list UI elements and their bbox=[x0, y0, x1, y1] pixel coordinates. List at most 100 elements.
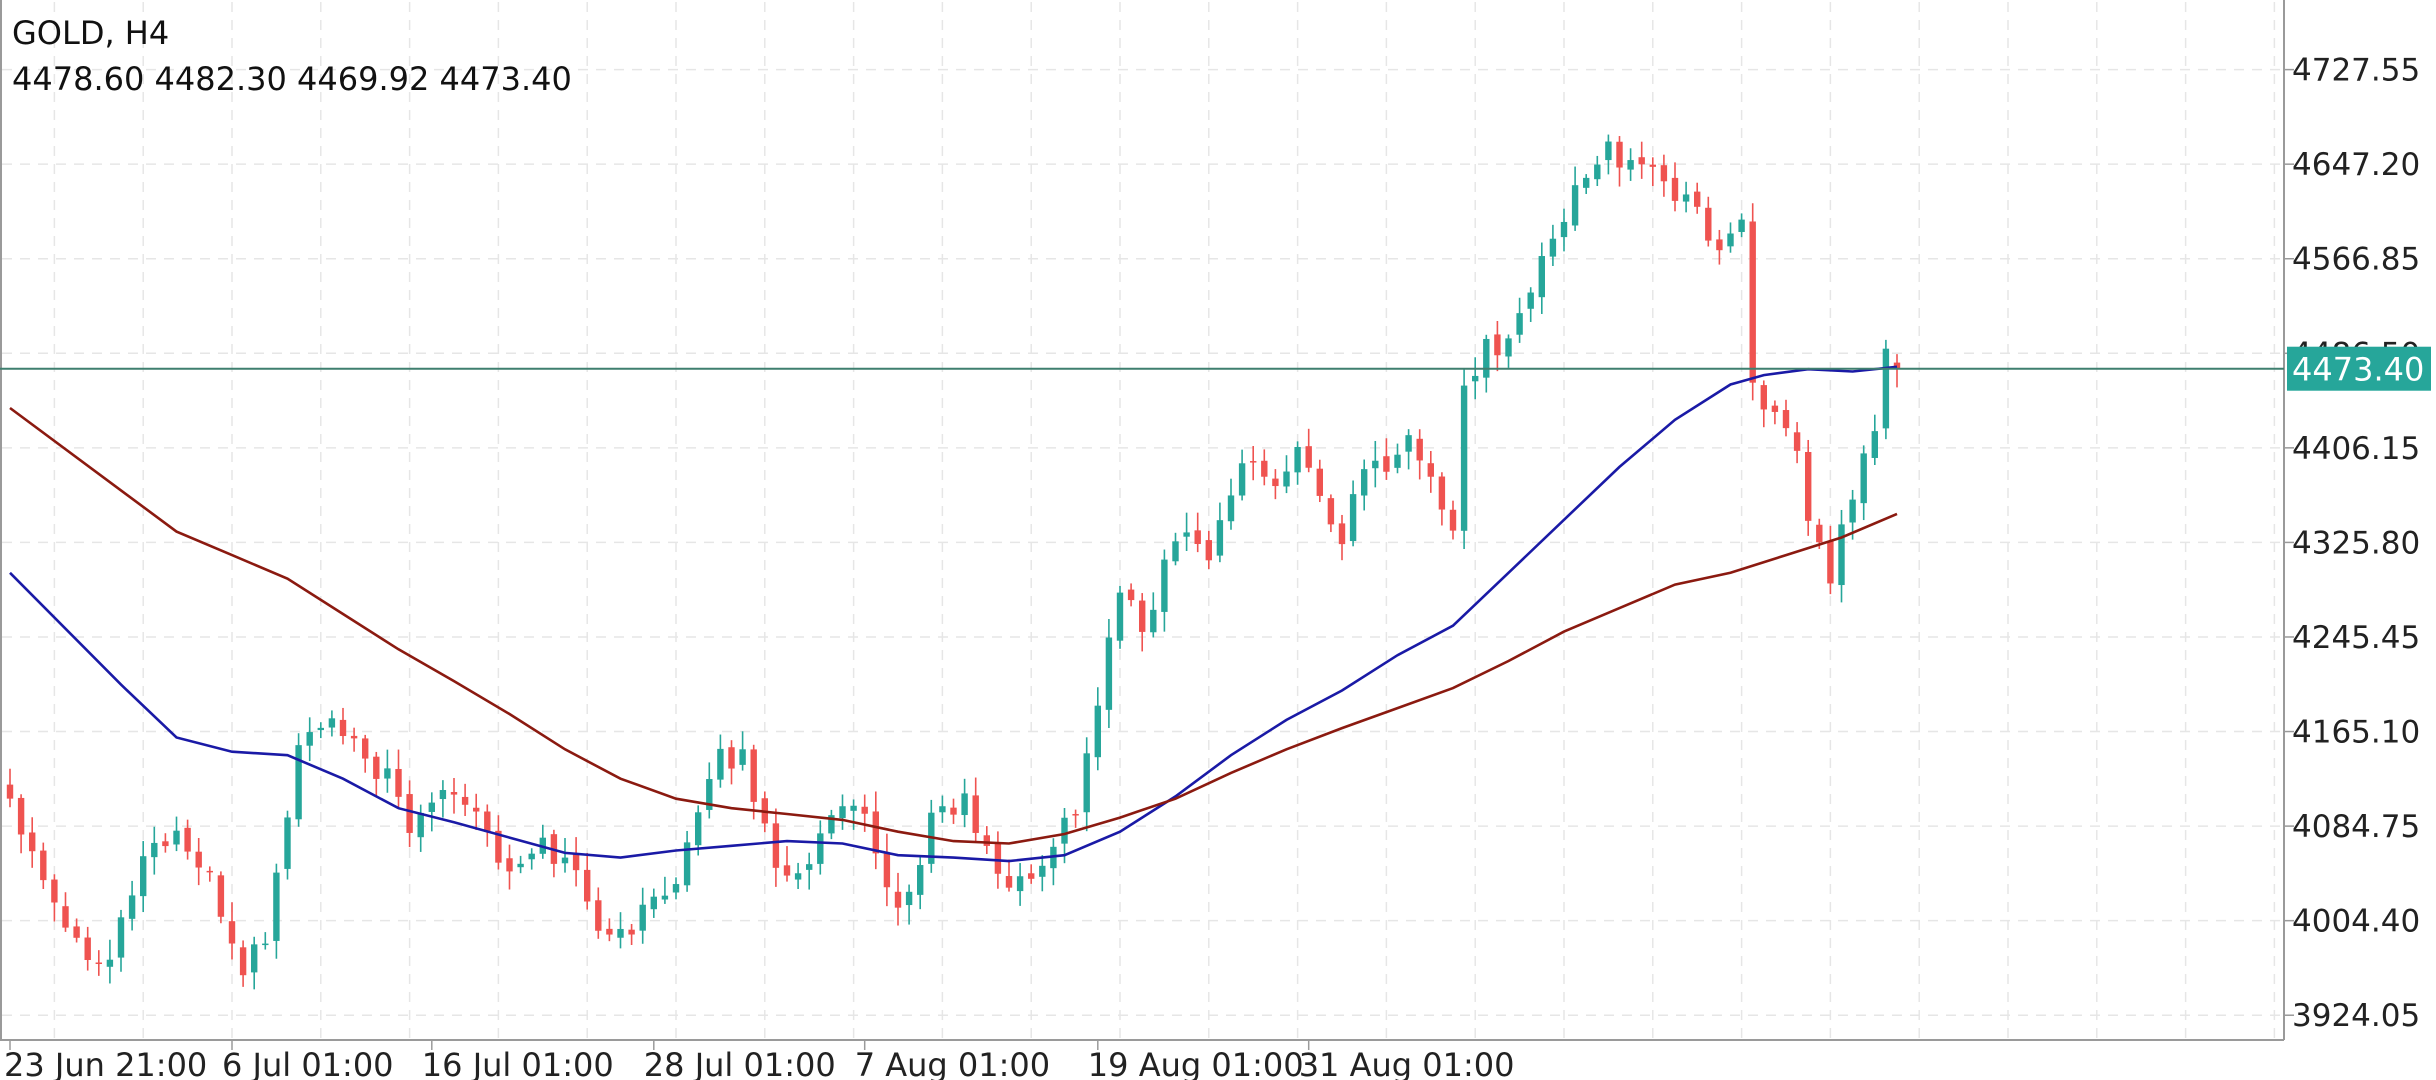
price-axis-label: 4325.80 bbox=[2292, 525, 2420, 561]
candle-body bbox=[1316, 468, 1323, 496]
candle-body bbox=[1494, 334, 1501, 356]
candle-body bbox=[1150, 609, 1157, 633]
candle-body bbox=[1716, 239, 1723, 251]
candle-body bbox=[672, 884, 680, 893]
candle-body bbox=[1372, 460, 1379, 469]
candle-body bbox=[728, 747, 735, 769]
candle-body bbox=[1838, 524, 1845, 586]
candle-body bbox=[983, 835, 990, 846]
candle-body bbox=[1694, 191, 1701, 207]
candle-body bbox=[1671, 177, 1679, 201]
time-axis-label: 16 Jul 01:00 bbox=[422, 1046, 614, 1080]
candle-body bbox=[1793, 432, 1801, 451]
candle-body bbox=[1194, 530, 1201, 544]
candle-body bbox=[806, 864, 813, 870]
candle-body bbox=[661, 895, 669, 900]
candle-body bbox=[1805, 451, 1812, 521]
candle-body bbox=[1816, 524, 1823, 543]
price-axis-label: 4004.40 bbox=[2292, 904, 2420, 940]
price-axis-label: 4084.75 bbox=[2292, 809, 2420, 845]
candle-body bbox=[1738, 219, 1745, 232]
candle-body bbox=[1205, 540, 1212, 561]
price-axis-label: 4566.85 bbox=[2292, 242, 2420, 278]
moving-average-fast-line bbox=[9, 365, 1898, 863]
time-axis-label: 7 Aug 01:00 bbox=[855, 1046, 1050, 1080]
candle-body bbox=[73, 926, 80, 938]
candle-body bbox=[1505, 338, 1512, 357]
candle-body bbox=[917, 865, 924, 895]
candle-body bbox=[683, 842, 691, 886]
current-price-tag bbox=[2287, 346, 2431, 391]
candle-body bbox=[639, 904, 646, 931]
time-axis-label: 6 Jul 01:00 bbox=[222, 1046, 394, 1080]
candle-body bbox=[1460, 385, 1468, 531]
candle-body bbox=[284, 817, 291, 869]
time-axis-label: 19 Aug 01:00 bbox=[1088, 1046, 1304, 1080]
candle-body bbox=[184, 827, 191, 852]
candle-body bbox=[828, 815, 835, 834]
candle-body bbox=[1361, 469, 1368, 496]
candle-body bbox=[1538, 256, 1545, 298]
candle-body bbox=[1627, 160, 1634, 170]
price-axis-label: 4245.45 bbox=[2292, 620, 2420, 656]
candle-body bbox=[6, 784, 14, 799]
candle-body bbox=[40, 850, 47, 881]
candle-body bbox=[395, 768, 402, 797]
candle-body bbox=[739, 749, 746, 765]
candle-body bbox=[883, 853, 891, 888]
candle-body bbox=[1871, 431, 1878, 458]
candle-body bbox=[206, 870, 213, 873]
candle-body bbox=[1005, 876, 1013, 888]
price-axis-label: 4165.10 bbox=[2292, 715, 2420, 751]
candle-body bbox=[428, 802, 435, 812]
candle-body bbox=[1771, 405, 1779, 412]
candle-body bbox=[872, 811, 879, 854]
candle-body bbox=[1216, 520, 1224, 556]
price-axis-label: 4406.15 bbox=[2292, 431, 2420, 467]
candle-body bbox=[1405, 435, 1412, 452]
candle-body bbox=[1893, 362, 1901, 369]
candle-body bbox=[1483, 338, 1490, 378]
moving-average-slow-line bbox=[9, 406, 1898, 845]
candle-body bbox=[817, 833, 824, 864]
candle-body bbox=[262, 943, 269, 946]
candle-body bbox=[373, 756, 380, 779]
candle-body bbox=[106, 959, 114, 967]
candle-body bbox=[1227, 495, 1235, 522]
candle-body bbox=[861, 806, 868, 814]
candle-body bbox=[1427, 463, 1434, 477]
candle-body bbox=[1649, 164, 1656, 167]
candle-body bbox=[839, 806, 846, 819]
candle-body bbox=[1261, 460, 1268, 477]
candle-body bbox=[317, 727, 324, 731]
candle-body bbox=[484, 811, 491, 833]
candle-body bbox=[1660, 165, 1668, 182]
candle-body bbox=[650, 896, 657, 910]
price-axis-label: 4727.55 bbox=[2292, 53, 2420, 89]
candle-body bbox=[1394, 454, 1401, 468]
candle-body bbox=[140, 856, 147, 897]
candle-body bbox=[1305, 446, 1312, 468]
candle-body bbox=[1094, 705, 1101, 758]
candle-body bbox=[1250, 461, 1257, 463]
candle-body bbox=[1083, 753, 1090, 813]
candle-body bbox=[1705, 207, 1712, 241]
candle-body bbox=[783, 865, 791, 876]
candle-body bbox=[794, 873, 802, 880]
candle-body bbox=[328, 718, 336, 728]
candle-body bbox=[1294, 447, 1301, 473]
candle-body bbox=[228, 921, 236, 944]
candle-body bbox=[1882, 348, 1890, 429]
candle-body bbox=[1039, 865, 1046, 877]
candle-body bbox=[473, 807, 480, 812]
candle-body bbox=[1760, 385, 1767, 410]
candle-body bbox=[1327, 498, 1335, 525]
price-axis-label: 4647.20 bbox=[2292, 147, 2420, 183]
candle-body bbox=[306, 732, 313, 746]
symbol-timeframe-label: GOLD, H4 bbox=[12, 14, 170, 52]
candle-body bbox=[1183, 532, 1190, 537]
candle-body bbox=[1782, 410, 1790, 429]
